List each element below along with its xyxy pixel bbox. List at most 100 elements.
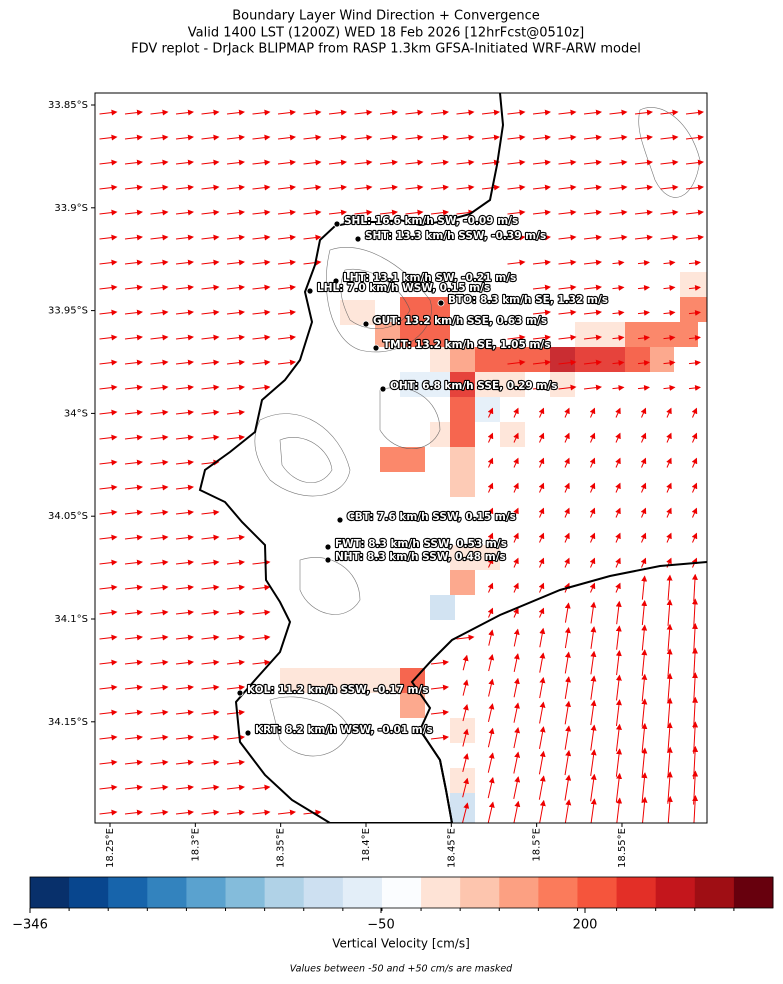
wind-arrow — [481, 159, 500, 166]
wind-arrow — [99, 809, 118, 816]
wind-arrow — [487, 407, 494, 418]
wind-arrow — [430, 709, 449, 716]
wind-arrow — [99, 434, 118, 441]
shade-cell — [430, 595, 455, 620]
shade-cell — [625, 322, 680, 347]
shade-cell — [550, 372, 575, 397]
wind-arrow — [99, 309, 118, 316]
lon-tick-label: 18.55°E — [617, 828, 628, 868]
wind-arrow — [456, 109, 475, 116]
wind-arrow — [226, 634, 245, 641]
wind-arrow — [175, 334, 194, 341]
station-label: LHL: 7.0 km/h WSW, 0.15 m/s — [317, 282, 490, 294]
wind-arrow — [430, 109, 449, 116]
wind-arrow — [175, 809, 194, 816]
wind-arrow — [201, 234, 220, 241]
wind-arrow — [201, 259, 220, 266]
wind-arrow — [150, 359, 169, 366]
station-label: FWT: 8.3 km/h SSW, 0.53 m/s — [335, 538, 507, 550]
wind-arrow — [150, 559, 169, 566]
wind-arrow — [354, 209, 373, 216]
coastline — [198, 93, 505, 823]
wind-arrow — [589, 407, 596, 418]
colorbar-segment — [342, 877, 383, 908]
wind-arrow — [175, 484, 194, 491]
wind-arrow — [558, 184, 577, 191]
wind-arrow — [252, 584, 271, 591]
wind-arrow — [226, 134, 245, 141]
wind-arrow — [124, 409, 143, 416]
wind-arrow — [487, 607, 494, 618]
wind-arrow — [532, 159, 551, 166]
lon-tick-label: 18.5°E — [532, 828, 543, 862]
wind-arrow — [226, 584, 245, 591]
shade-cell — [450, 793, 475, 823]
shade-cell — [430, 347, 450, 372]
wind-arrow — [532, 384, 551, 391]
wind-arrow — [124, 259, 143, 266]
wind-arrow — [532, 284, 551, 291]
wind-arrow — [663, 309, 676, 316]
shade-cell — [625, 347, 650, 372]
wind-arrow — [175, 634, 194, 641]
wind-arrow — [691, 622, 698, 653]
colorbar-segment — [694, 877, 735, 908]
wind-arrow — [99, 409, 118, 416]
wind-arrow — [150, 309, 169, 316]
wind-arrow — [150, 634, 169, 641]
wind-arrow — [558, 109, 577, 116]
wind-arrow — [688, 359, 701, 366]
wind-arrow — [201, 334, 220, 341]
wind-arrow — [379, 184, 398, 191]
wind-arrow — [99, 609, 118, 616]
wind-arrow — [99, 584, 118, 591]
wind-arrow — [615, 600, 622, 625]
lat-tick-label: 34.05°S — [48, 511, 88, 522]
wind-arrow — [226, 409, 245, 416]
wind-arrow — [538, 507, 545, 518]
colorbar-tick-label: 200 — [573, 918, 598, 933]
station-dot — [324, 543, 332, 551]
wind-arrow — [99, 234, 118, 241]
contour — [379, 387, 441, 450]
wind-arrow — [640, 557, 647, 568]
wind-arrow — [175, 409, 194, 416]
wind-arrow — [590, 650, 597, 675]
shade-cell — [450, 372, 475, 397]
wind-arrow — [99, 359, 118, 366]
wind-arrow — [201, 759, 220, 766]
wind-arrow — [488, 629, 495, 646]
wind-arrow — [507, 359, 526, 366]
wind-arrow — [609, 159, 628, 166]
wind-arrow — [513, 653, 520, 672]
wind-arrow — [539, 799, 546, 823]
wind-arrow — [201, 659, 220, 666]
station-dot — [333, 220, 341, 228]
wind-arrow — [691, 532, 698, 543]
coastline — [410, 561, 707, 823]
wind-arrow — [481, 184, 500, 191]
colorbar-frame — [29, 876, 774, 909]
wind-arrow — [538, 407, 545, 418]
wind-arrow — [175, 734, 194, 741]
wind-arrow — [583, 209, 602, 216]
wind-arrow — [175, 159, 194, 166]
wind-arrow — [124, 134, 143, 141]
wind-arrow — [641, 649, 648, 676]
wind-arrow — [175, 384, 194, 391]
colorbar-segment — [538, 877, 578, 908]
wind-arrow — [124, 209, 143, 216]
station-label: SHT: 13.3 km/h SSW, -0.39 m/s — [365, 230, 546, 242]
wind-arrow — [175, 259, 194, 266]
wind-arrow — [252, 259, 271, 266]
wind-arrow — [634, 159, 653, 166]
wind-arrow — [685, 159, 704, 166]
wind-arrow — [124, 459, 143, 466]
lon-tick-label: 18.3°E — [190, 828, 201, 862]
wind-arrow — [252, 784, 271, 791]
wind-arrow — [564, 676, 571, 699]
wind-arrow — [150, 409, 169, 416]
wind-arrow — [691, 457, 698, 468]
wind-arrow — [539, 676, 546, 699]
wind-arrow — [124, 384, 143, 391]
